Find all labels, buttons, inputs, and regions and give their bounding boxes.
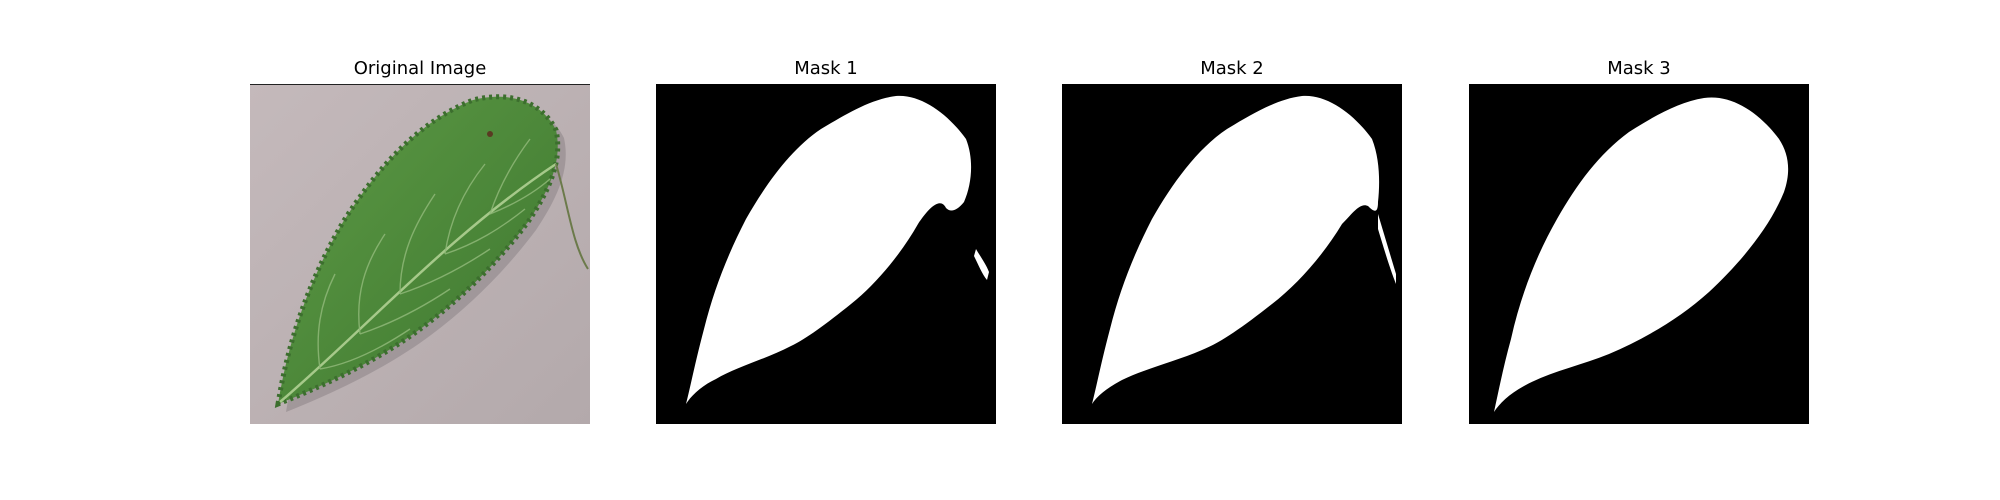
- mask-2-image: [1062, 84, 1402, 424]
- mask-fragment: [974, 249, 989, 280]
- leaf-spot: [487, 131, 493, 137]
- original-leaf-image: [250, 84, 590, 424]
- mask-1-image: [656, 84, 996, 424]
- mask-foreground: [1494, 97, 1789, 412]
- leaf-midrib: [279, 162, 557, 403]
- panel-title: Mask 1: [794, 58, 858, 79]
- mask-foreground: [1092, 95, 1380, 404]
- panel-mask-3: Mask 3: [1469, 0, 1809, 500]
- mask-3-image: [1469, 84, 1809, 424]
- leaf-veins: [317, 138, 551, 370]
- leaf-stem: [555, 163, 589, 270]
- panel-mask-1: Mask 1: [656, 0, 996, 500]
- panel-mask-2: Mask 2: [1062, 0, 1402, 500]
- mask-fragment: [1378, 214, 1396, 284]
- mask-foreground: [686, 95, 972, 404]
- panel-title: Mask 3: [1607, 58, 1671, 79]
- panel-title: Mask 2: [1200, 58, 1264, 79]
- panel-title: Original Image: [353, 58, 487, 79]
- leaf-body: [274, 94, 561, 408]
- panel-original-image: Original Image: [250, 0, 590, 500]
